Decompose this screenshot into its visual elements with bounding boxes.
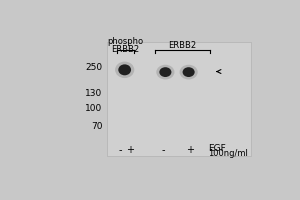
Text: 100ng/ml: 100ng/ml	[208, 149, 248, 158]
Text: EGF: EGF	[208, 144, 226, 153]
Text: phospho: phospho	[107, 37, 143, 46]
Bar	[107, 42, 251, 156]
Ellipse shape	[118, 64, 131, 75]
Text: ERBB2: ERBB2	[111, 45, 140, 54]
Text: 250: 250	[85, 63, 103, 72]
Text: 100: 100	[85, 104, 103, 113]
Ellipse shape	[180, 65, 198, 79]
Text: +: +	[186, 145, 194, 155]
Text: +: +	[127, 145, 134, 155]
Text: 130: 130	[85, 89, 103, 98]
Text: ERBB2: ERBB2	[168, 41, 196, 50]
Text: 70: 70	[91, 122, 103, 131]
Ellipse shape	[156, 65, 174, 79]
Text: -: -	[162, 145, 166, 155]
Ellipse shape	[183, 67, 195, 77]
Ellipse shape	[159, 67, 171, 77]
Text: -: -	[118, 145, 122, 155]
Ellipse shape	[115, 62, 134, 78]
